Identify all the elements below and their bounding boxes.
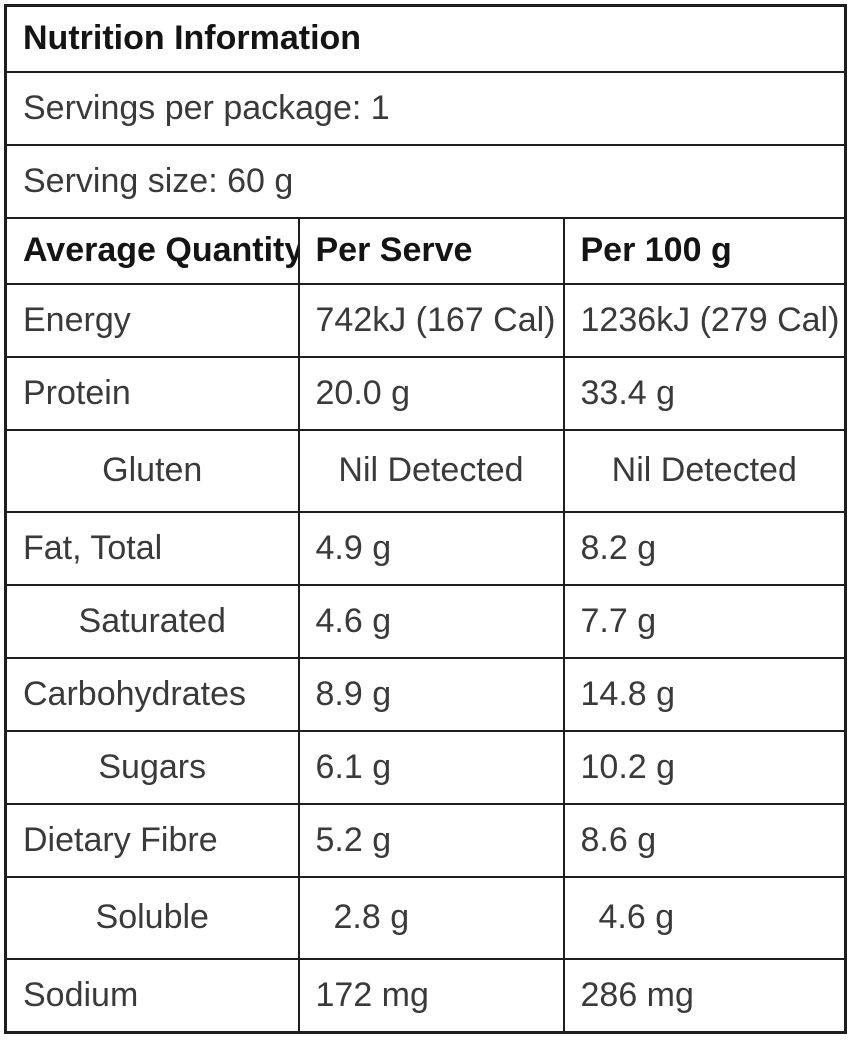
servings-per-package-text: Servings per package: 1 (4, 71, 847, 146)
table-row: Soluble 2.8 g 4.6 g (4, 876, 847, 960)
nutrient-cell: Carbohydrates (4, 657, 300, 732)
column-header-per-100g: Per 100 g (562, 217, 847, 285)
nutrient-cell: Saturated (4, 584, 300, 659)
per-100g-cell: 10.2 g (562, 730, 847, 805)
servings-per-package-row: Servings per package: 1 (4, 71, 847, 146)
serving-size-text: Serving size: 60 g (4, 144, 847, 219)
table-row: Energy 742kJ (167 Cal) 1236kJ (279 Cal) (4, 283, 847, 358)
nutrient-cell: Fat, Total (4, 511, 300, 586)
per-serve-cell: 172 mg (297, 958, 565, 1034)
table-title: Nutrition Information (4, 4, 847, 73)
nutrient-cell: Protein (4, 356, 300, 431)
per-serve-cell: 2.8 g (297, 876, 565, 960)
column-header-average-quantity: Average Quantity (4, 217, 300, 285)
serving-size-row: Serving size: 60 g (4, 144, 847, 219)
per-serve-cell: 4.9 g (297, 511, 565, 586)
table-row: Carbohydrates 8.9 g 14.8 g (4, 657, 847, 732)
per-100g-cell: 14.8 g (562, 657, 847, 732)
table-row: Protein 20.0 g 33.4 g (4, 356, 847, 431)
per-serve-cell: 6.1 g (297, 730, 565, 805)
per-serve-cell: 5.2 g (297, 803, 565, 878)
nutrient-cell: Sugars (4, 730, 300, 805)
table-row: Sugars 6.1 g 10.2 g (4, 730, 847, 805)
per-100g-cell: 286 mg (562, 958, 847, 1034)
per-serve-cell: 742kJ (167 Cal) (297, 283, 565, 358)
table-row: Gluten Nil Detected Nil Detected (4, 429, 847, 513)
table-row: Dietary Fibre 5.2 g 8.6 g (4, 803, 847, 878)
per-100g-cell: Nil Detected (562, 429, 847, 513)
nutrient-cell: Energy (4, 283, 300, 358)
per-100g-cell: 7.7 g (562, 584, 847, 659)
column-header-per-serve: Per Serve (297, 217, 565, 285)
nutrient-cell: Soluble (4, 876, 300, 960)
per-serve-cell: Nil Detected (297, 429, 565, 513)
nutrient-cell: Gluten (4, 429, 300, 513)
nutrient-rows: Energy 742kJ (167 Cal) 1236kJ (279 Cal) … (4, 283, 847, 1034)
per-serve-cell: 4.6 g (297, 584, 565, 659)
nutrition-table: Nutrition Information Servings per packa… (4, 4, 848, 1034)
nutrition-panel: Nutrition Information Servings per packa… (4, 4, 848, 1034)
table-row: Fat, Total 4.9 g 8.2 g (4, 511, 847, 586)
per-100g-cell: 33.4 g (562, 356, 847, 431)
nutrient-cell: Dietary Fibre (4, 803, 300, 878)
per-100g-cell: 8.6 g (562, 803, 847, 878)
table-title-row: Nutrition Information (4, 4, 847, 73)
per-100g-cell: 1236kJ (279 Cal) (562, 283, 847, 358)
table-row: Sodium 172 mg 286 mg (4, 958, 847, 1034)
table-row: Saturated 4.6 g 7.7 g (4, 584, 847, 659)
column-header-row: Average Quantity Per Serve Per 100 g (4, 217, 847, 285)
nutrient-cell: Sodium (4, 958, 300, 1034)
per-100g-cell: 8.2 g (562, 511, 847, 586)
per-100g-cell: 4.6 g (562, 876, 847, 960)
per-serve-cell: 8.9 g (297, 657, 565, 732)
per-serve-cell: 20.0 g (297, 356, 565, 431)
